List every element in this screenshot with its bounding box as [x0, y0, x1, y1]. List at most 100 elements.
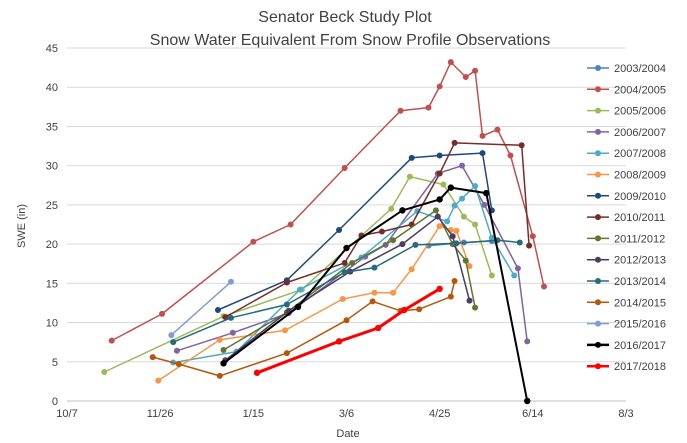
- data-point-2010-2011: [341, 259, 348, 266]
- series-2013-2014: [170, 237, 523, 346]
- y-tick-label: 40: [46, 82, 58, 94]
- y-axis-title: SWE (in): [16, 204, 28, 248]
- legend-label: 2004/2005: [614, 84, 666, 96]
- legend-label: 2016/2017: [614, 340, 666, 352]
- data-point-2011-2012: [462, 257, 469, 264]
- legend-swatch-marker: [595, 150, 601, 157]
- data-point-2007-2008: [444, 218, 451, 225]
- data-point-2013-2014: [170, 339, 177, 346]
- y-tick-label: 15: [46, 278, 58, 290]
- legend-item-2011-2012: 2011/2012: [587, 233, 665, 245]
- legend-item-2013-2014: 2013/2014: [587, 276, 666, 288]
- data-point-2006-2007: [229, 329, 236, 336]
- x-tick-label: 6/14: [522, 408, 543, 420]
- legend-label: 2007/2008: [614, 148, 666, 160]
- legend-swatch-marker: [595, 107, 601, 114]
- data-point-2006-2007: [524, 338, 531, 345]
- series-line-2015-2016: [170, 281, 232, 336]
- data-point-2013-2014: [453, 240, 460, 247]
- legend-item-2015-2016: 2015/2016: [587, 319, 666, 331]
- legend-item-2003-2004: 2003/2004: [587, 63, 666, 75]
- data-point-2016-2017: [483, 189, 490, 197]
- series-group: [101, 59, 548, 405]
- data-point-2017-2018: [335, 338, 343, 345]
- legend-label: 2010/2011: [614, 212, 665, 224]
- data-point-2014-2015: [447, 293, 454, 300]
- legend: 2003/2004 2004/2005 2005/2006 2006/2007 2007…: [587, 63, 666, 373]
- data-point-2012-2013: [399, 241, 406, 248]
- data-point-2010-2011: [526, 242, 533, 249]
- data-point-2015-2016: [168, 332, 175, 339]
- data-point-2013-2014: [341, 269, 348, 276]
- data-point-2005-2006: [388, 205, 395, 212]
- legend-swatch-marker: [595, 256, 601, 263]
- legend-item-2009-2010: 2009/2010: [587, 191, 666, 203]
- data-point-2014-2015: [216, 372, 223, 379]
- data-point-2006-2007: [481, 201, 488, 208]
- data-point-2007-2008: [472, 183, 479, 190]
- legend-label: 2009/2010: [614, 191, 666, 203]
- data-point-2004-2005: [462, 74, 469, 81]
- series-2010-2011: [222, 139, 533, 321]
- data-point-2006-2007: [459, 162, 466, 169]
- legend-item-2010-2011: 2010/2011: [587, 212, 665, 224]
- data-point-2016-2017: [399, 207, 406, 214]
- data-point-2017-2018: [401, 306, 408, 314]
- data-point-2004-2005: [250, 238, 257, 245]
- data-point-2016-2017: [447, 184, 455, 191]
- data-point-2004-2005: [436, 83, 443, 90]
- series-line-2004-2005: [111, 61, 545, 342]
- data-point-2010-2011: [283, 279, 290, 286]
- data-point-2008-2009: [408, 266, 415, 273]
- legend-swatch-marker: [595, 363, 601, 370]
- chart-title: Senator Beck Study Plot: [258, 9, 432, 26]
- legend-label: 2003/2004: [614, 63, 666, 75]
- data-point-2009-2010: [479, 150, 486, 157]
- legend-label: 2008/2009: [614, 170, 666, 182]
- data-point-2004-2005: [541, 283, 548, 290]
- legend-label: 2011/2012: [614, 233, 665, 245]
- y-tick-label: 30: [46, 161, 58, 173]
- data-point-2014-2015: [149, 354, 156, 361]
- data-point-2004-2005: [108, 337, 115, 344]
- legend-swatch-marker: [595, 235, 601, 242]
- data-point-2006-2007: [173, 347, 180, 354]
- data-point-2014-2015: [175, 361, 182, 368]
- y-tick-label: 10: [46, 318, 58, 330]
- data-point-2004-2005: [341, 165, 348, 172]
- data-point-2005-2006: [460, 213, 467, 220]
- data-point-2010-2011: [378, 228, 385, 235]
- data-point-2016-2017: [524, 397, 531, 405]
- legend-swatch-marker: [595, 299, 601, 306]
- data-point-2008-2009: [282, 327, 289, 334]
- data-point-2005-2006: [101, 368, 108, 375]
- data-point-2011-2012: [472, 304, 479, 311]
- data-point-2004-2005: [494, 126, 501, 133]
- data-point-2008-2009: [436, 223, 443, 230]
- data-point-2017-2018: [253, 369, 261, 376]
- legend-swatch-marker: [595, 341, 601, 348]
- data-point-2008-2009: [371, 289, 378, 296]
- y-axis-ticks: 0 5 10 15 20 25 30 35 40 45: [46, 43, 58, 408]
- legend-label: 2014/2015: [614, 297, 666, 309]
- data-point-2010-2011: [451, 139, 458, 146]
- data-point-2008-2009: [390, 289, 397, 296]
- data-point-2012-2013: [466, 297, 473, 304]
- data-point-2011-2012: [349, 259, 356, 266]
- data-point-2014-2015: [369, 298, 376, 305]
- data-point-2004-2005: [287, 221, 294, 228]
- legend-swatch-marker: [595, 320, 601, 327]
- legend-swatch-marker: [595, 214, 601, 221]
- legend-item-2006-2007: 2006/2007: [587, 127, 666, 139]
- y-tick-label: 5: [52, 357, 58, 369]
- data-point-2005-2006: [472, 221, 479, 228]
- x-tick-label: 1/15: [243, 408, 264, 420]
- series-line-2006-2007: [176, 164, 528, 352]
- data-point-2008-2009: [339, 296, 346, 303]
- legend-item-2004-2005: 2004/2005: [587, 84, 666, 96]
- x-axis-title: Date: [336, 428, 359, 440]
- data-point-2017-2018: [436, 285, 443, 293]
- series-line-2014-2015: [152, 280, 456, 377]
- legend-label: 2017/2018: [614, 361, 666, 373]
- data-point-2009-2010: [336, 226, 343, 233]
